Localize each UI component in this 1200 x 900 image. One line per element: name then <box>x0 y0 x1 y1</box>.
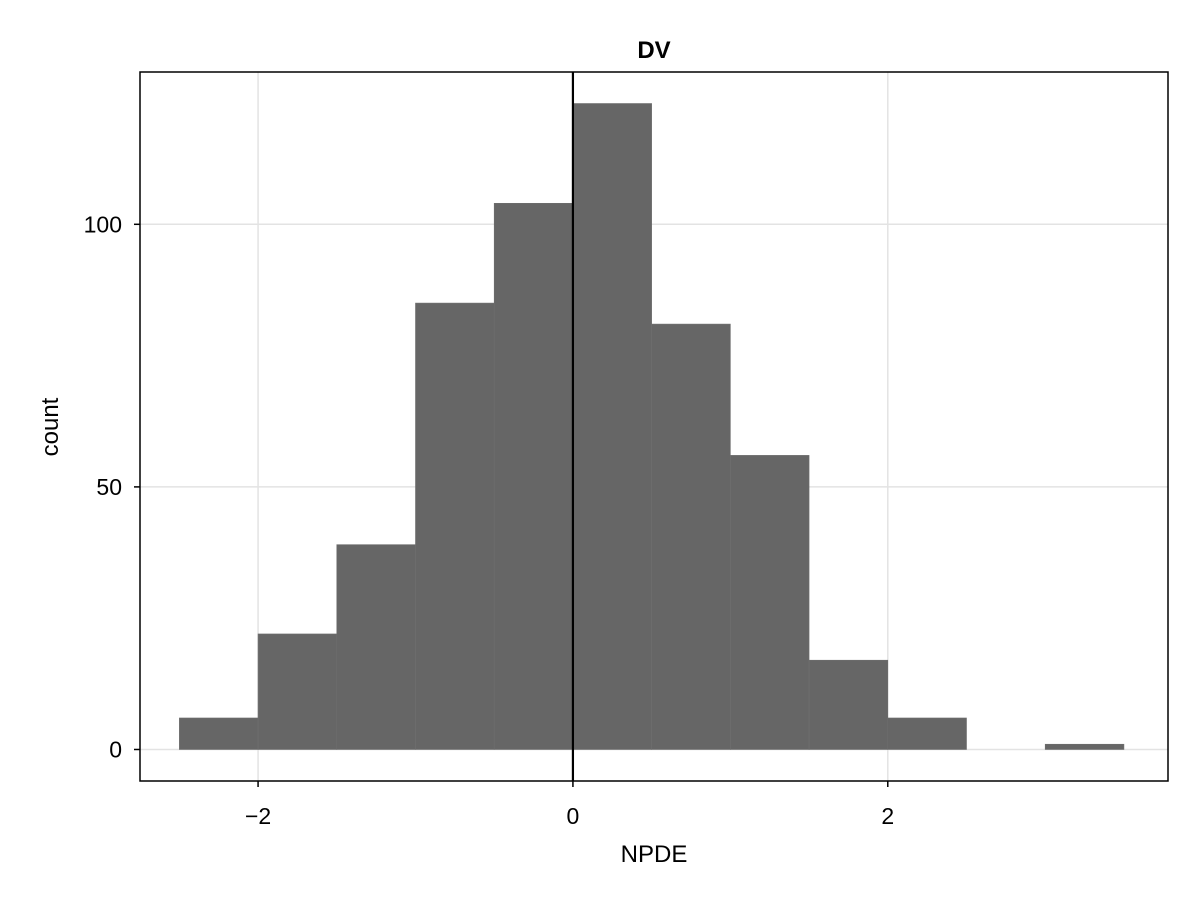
x-tick-label: 0 <box>567 803 580 829</box>
y-tick-label: 50 <box>96 474 122 500</box>
chart-title: DV <box>637 37 670 64</box>
histogram-bars <box>179 103 1125 750</box>
histogram-bar <box>572 103 652 750</box>
y-axis-ticks: 0 50 100 <box>84 211 140 762</box>
histogram-bar <box>257 633 338 750</box>
x-axis-label: NPDE <box>621 841 688 868</box>
x-tick-label: 2 <box>881 803 894 829</box>
histogram-bar <box>493 202 574 750</box>
histogram-bar <box>179 717 259 750</box>
y-axis-label: count <box>37 397 64 456</box>
y-tick-label: 100 <box>84 211 122 237</box>
histogram-bar <box>730 455 810 750</box>
histogram-bar <box>651 323 731 750</box>
y-tick-label: 0 <box>109 736 122 762</box>
histogram-bar <box>808 659 889 750</box>
x-tick-label: −2 <box>245 803 271 829</box>
histogram-bar <box>336 544 416 750</box>
histogram-bar <box>1044 743 1125 750</box>
plot-frame <box>139 71 1169 782</box>
x-axis-ticks: −2 0 2 <box>245 781 894 829</box>
histogram-bar <box>415 302 495 750</box>
histogram-bar <box>887 717 967 750</box>
